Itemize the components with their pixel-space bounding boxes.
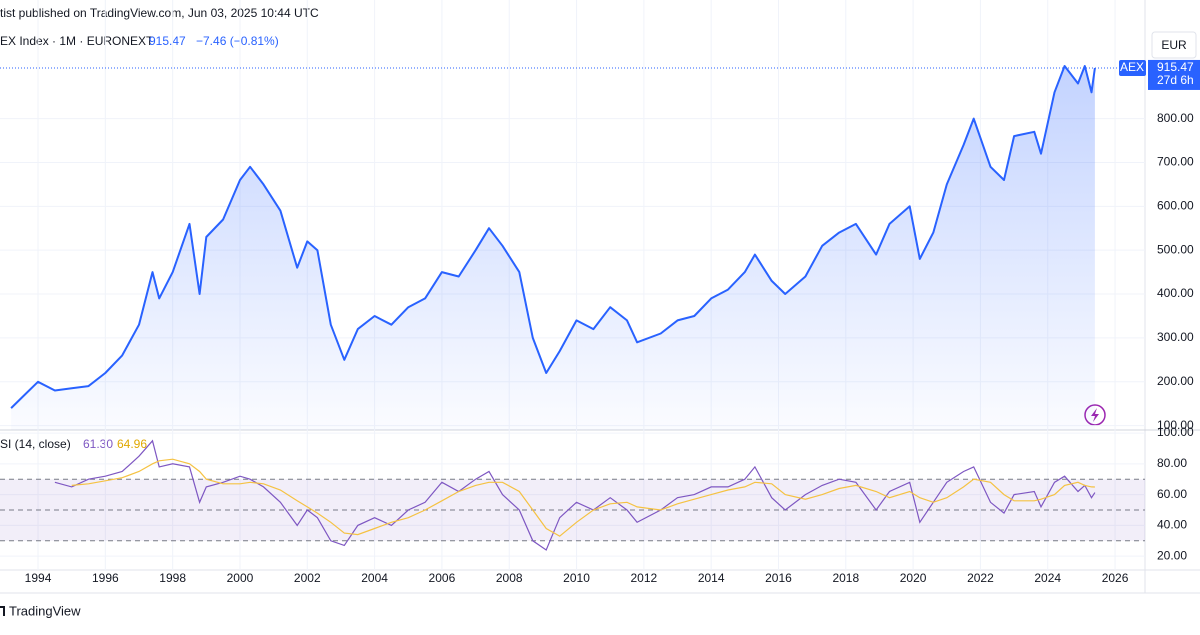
last-price: 915.47 (149, 34, 186, 48)
price-tag-symbol-box (1119, 59, 1146, 76)
x-tick-label: 1996 (92, 571, 119, 585)
rsi-title: SI (14, close) (0, 437, 71, 451)
publish-note: tist published on TradingView.com, Jun 0… (0, 6, 319, 20)
y-tick-label: 400.00 (1157, 286, 1194, 300)
price-tag-symbol: AEX (1120, 60, 1144, 74)
price-tag-countdown: 27d 6h (1157, 73, 1194, 87)
y-tick-label: 100.00 (1157, 425, 1194, 439)
x-tick-label: 2012 (631, 571, 658, 585)
price-change: −7.46 (−0.81%) (196, 34, 279, 48)
brand: TradingView (9, 603, 81, 618)
footer-logo (0, 606, 5, 616)
x-tick-label: 2020 (900, 571, 927, 585)
rsi-ma-last: 64.96 (117, 437, 147, 451)
area-fill (11, 66, 1095, 430)
x-tick-label: 1994 (25, 571, 52, 585)
currency: EUR (1161, 38, 1187, 52)
x-tick-label: 2004 (361, 571, 388, 585)
y-tick-label: 800.00 (1157, 111, 1194, 125)
symbol-title: EX Index · 1M · EURONEXT (0, 34, 154, 48)
x-tick-label: 1998 (159, 571, 186, 585)
y-tick-label: 20.00 (1157, 548, 1187, 562)
rsi-line (54, 439, 1096, 551)
y-tick-label: 700.00 (1157, 155, 1194, 169)
x-tick-label: 2000 (227, 571, 254, 585)
y-tick-label: 100.00 (1157, 418, 1194, 432)
price-tag-value: 915.47 (1157, 60, 1194, 74)
x-tick-label: 2014 (698, 571, 725, 585)
rsi-ma-line (71, 458, 1095, 537)
price-line (10, 65, 1096, 409)
x-tick-label: 2002 (294, 571, 321, 585)
x-tick-label: 2010 (563, 571, 590, 585)
x-tick-label: 2026 (1102, 571, 1129, 585)
y-tick-label: 200.00 (1157, 374, 1194, 388)
x-tick-label: 2006 (429, 571, 456, 585)
y-tick-label: 80.00 (1157, 456, 1187, 470)
y-tick-label: 600.00 (1157, 198, 1194, 212)
y-tick-label: 40.00 (1157, 518, 1187, 532)
x-tick-label: 2024 (1034, 571, 1061, 585)
rsi-last: 61.30 (83, 437, 113, 451)
y-tick-label: 60.00 (1157, 487, 1187, 501)
price-tag-box (1148, 59, 1200, 90)
x-tick-label: 2018 (832, 571, 859, 585)
alert-bolt (1091, 408, 1099, 422)
x-tick-label: 2022 (967, 571, 994, 585)
currency-box[interactable] (1151, 31, 1197, 59)
y-tick-label: 300.00 (1157, 330, 1194, 344)
x-tick-label: 2008 (496, 571, 523, 585)
y-tick-label: 500.00 (1157, 242, 1194, 256)
x-tick-label: 2016 (765, 571, 792, 585)
